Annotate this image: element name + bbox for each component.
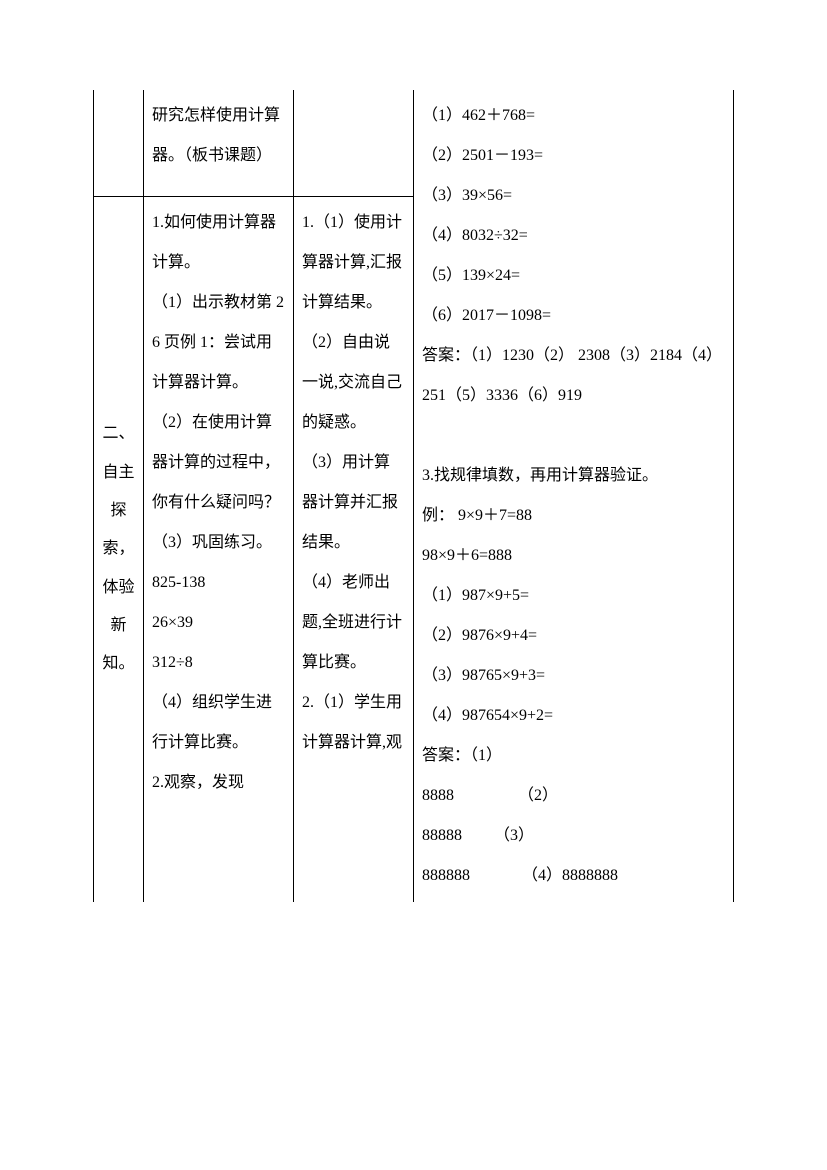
exercise-text-top: （1）462＋768= （2）2501－193= （3）39×56= (422, 96, 725, 216)
exercise-text-mid2: 3.找规律填数，再用计算器验证。 例： 9×9＋7=88 98×9＋6=888 … (422, 416, 725, 776)
teacher-activity-cell: 研究怎样使用计算器。（板书课题） (144, 90, 294, 197)
section-label-cell (94, 90, 144, 197)
exercise-text-mid1: （4）8032÷32= （5）139×24= （6）2017－1098= 答案：… (422, 216, 725, 416)
section-label-cell: 二、自主探索，体验新知。 (94, 197, 144, 902)
document-page: 研究怎样使用计算器。（板书课题） （1）462＋768= （2）2501－193… (0, 90, 827, 902)
lesson-table: 研究怎样使用计算器。（板书课题） （1）462＋768= （2）2501－193… (93, 90, 734, 902)
table-row: 研究怎样使用计算器。（板书课题） （1）462＋768= （2）2501－193… (94, 90, 734, 197)
exercise-cell: （1）462＋768= （2）2501－193= （3）39×56= （4）80… (414, 90, 734, 902)
student-activity-cell: 1.（1）使用计算器计算,汇报计算结果。 （2）自由说一说,交流自己的疑惑。 （… (294, 197, 414, 902)
answer-line-1: 8888 （2） (422, 776, 725, 816)
teacher-activity-cell: 1.如何使用计算器计算。 （1）出示教材第 26 页例 1：尝试用计算器计算。 … (144, 197, 294, 902)
student-activity-cell (294, 90, 414, 197)
answer-line-2: 88888 （3） (422, 816, 725, 856)
answer-line-3: 888888 （4）8888888 (422, 856, 725, 896)
